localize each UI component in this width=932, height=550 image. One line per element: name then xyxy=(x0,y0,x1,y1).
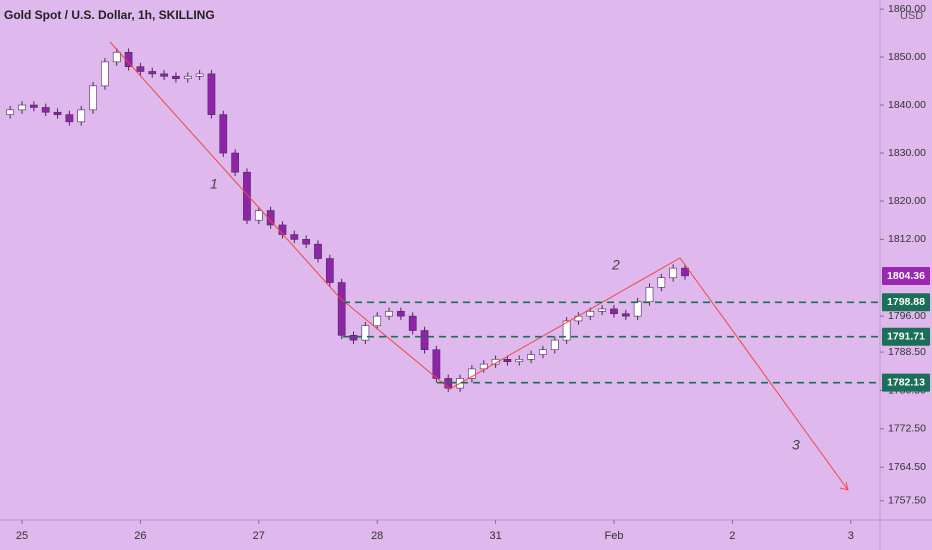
y-tick-label: 1764.50 xyxy=(888,461,926,473)
y-tick-label: 1772.50 xyxy=(888,423,926,435)
candle-body xyxy=(290,234,299,240)
candle-body xyxy=(385,311,393,317)
candle-body xyxy=(468,368,476,379)
candle-body xyxy=(278,224,287,235)
level-tag xyxy=(882,373,930,392)
candle-body xyxy=(408,315,417,331)
candle-body xyxy=(527,354,535,360)
candle-body xyxy=(243,171,251,221)
x-tick-label: Feb xyxy=(604,530,623,542)
x-tick-label: 28 xyxy=(371,530,383,542)
wave-label: 3 xyxy=(792,437,800,453)
candle-body xyxy=(219,114,228,154)
candle-body xyxy=(373,315,382,327)
candle-body xyxy=(657,277,666,288)
candle-body xyxy=(65,114,74,123)
candle-body xyxy=(195,73,204,77)
arrow-head xyxy=(839,481,849,491)
candle-body xyxy=(89,85,97,111)
candle-body xyxy=(266,210,275,226)
candle-body xyxy=(136,66,145,72)
candle-body xyxy=(77,109,86,123)
level-label: 1798.88 xyxy=(887,296,925,308)
candle-body xyxy=(349,335,358,341)
candle-body xyxy=(503,358,512,362)
level-label: 1782.13 xyxy=(887,376,925,388)
x-tick-label: 26 xyxy=(134,530,146,542)
last-price-label: 1804.36 xyxy=(887,270,925,282)
candle-body xyxy=(550,339,559,351)
y-tick-label: 1757.50 xyxy=(888,495,926,507)
plot xyxy=(6,48,689,392)
candle-body xyxy=(562,320,571,341)
last-price-tag xyxy=(882,267,930,286)
candle-body xyxy=(645,287,654,303)
candle-body xyxy=(254,210,263,221)
y-tick-label: 1812.00 xyxy=(888,233,926,245)
candle-body xyxy=(361,325,370,341)
candle-body xyxy=(148,71,157,75)
candle-body xyxy=(621,313,630,317)
y-tick-label: 1850.00 xyxy=(888,51,926,63)
x-tick-label: 25 xyxy=(16,530,28,542)
candle-body xyxy=(302,239,311,245)
y-tick-label: 1796.00 xyxy=(888,310,926,322)
y-tick-label: 1830.00 xyxy=(888,147,926,159)
x-tick-label: 3 xyxy=(848,530,854,542)
candle-body xyxy=(124,51,133,67)
candle-body xyxy=(101,61,109,87)
candle-body xyxy=(6,109,15,115)
candle-body xyxy=(515,358,524,362)
level-tag xyxy=(882,293,930,312)
y-tick-label: 1860.00 xyxy=(888,3,926,15)
currency-label: USD xyxy=(900,10,923,22)
x-tick-label: 27 xyxy=(253,530,265,542)
candle-body xyxy=(337,282,346,336)
candle-body xyxy=(112,51,121,63)
candle-body xyxy=(183,75,192,79)
candle-body xyxy=(160,73,168,77)
candle-body xyxy=(598,308,606,312)
y-tick-label: 1820.00 xyxy=(888,195,926,207)
candle-body xyxy=(610,308,618,315)
candle-body xyxy=(41,107,50,113)
level-tag xyxy=(882,327,930,346)
chart-title: Gold Spot / U.S. Dollar, 1h, SKILLING xyxy=(4,8,215,22)
candle-body xyxy=(53,111,62,115)
candle-body xyxy=(172,75,180,79)
candle-body xyxy=(586,311,595,317)
candle-body xyxy=(314,243,322,259)
candle-body xyxy=(231,152,239,173)
y-tick-label: 1788.50 xyxy=(888,346,926,358)
candle-body xyxy=(207,73,216,115)
candle-body xyxy=(681,267,689,277)
candle-body xyxy=(539,349,547,355)
x-tick-label: 2 xyxy=(729,530,735,542)
candle-body xyxy=(18,104,26,111)
y-tick-label: 1840.00 xyxy=(888,99,926,111)
candle-body xyxy=(420,330,429,351)
candle-body xyxy=(633,301,642,317)
candle-body xyxy=(30,104,38,108)
trend-drawing xyxy=(109,41,849,491)
candle-body xyxy=(669,267,678,279)
candle-body xyxy=(432,349,441,379)
x-tick-label: 31 xyxy=(489,530,501,542)
candle-body xyxy=(325,258,334,283)
candle-body xyxy=(491,358,500,365)
candle-body xyxy=(397,311,405,317)
candle-body xyxy=(479,363,488,370)
wave-label: 2 xyxy=(611,257,620,273)
wave-label: 1 xyxy=(210,176,218,192)
level-label: 1791.71 xyxy=(887,330,925,342)
